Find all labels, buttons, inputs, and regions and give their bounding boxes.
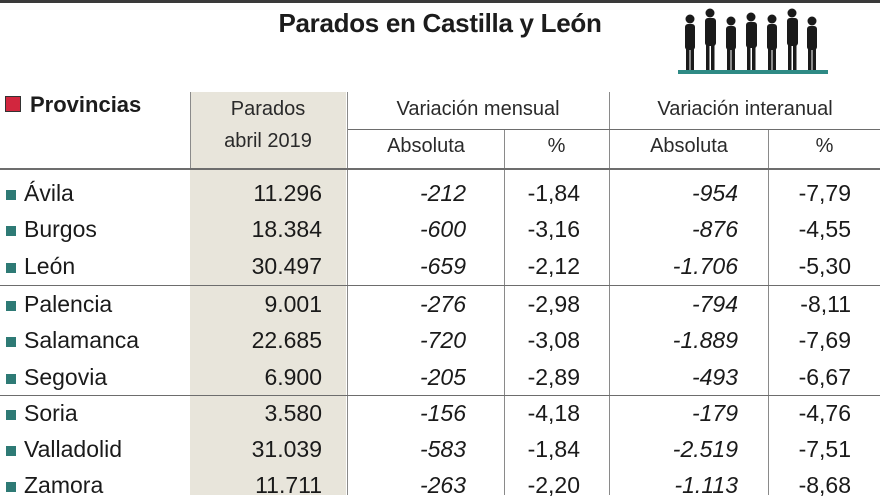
cell-mensual-pct: -2,12 — [527, 253, 580, 279]
cell-mensual-absoluta: -156 — [419, 400, 466, 426]
cell-interanual-pct: -5,30 — [798, 253, 851, 279]
cell-interanual-pct: -4,55 — [798, 216, 851, 242]
header-parados-line1: Parados — [230, 98, 306, 120]
cell-parados: 31.039 — [251, 436, 322, 462]
cell-parados: 30.497 — [251, 253, 322, 279]
cell-mensual-absoluta: -276 — [419, 291, 466, 317]
cell-interanual-absoluta: -179 — [691, 400, 738, 426]
cell-parados: 18.384 — [251, 216, 322, 242]
cell-interanual-pct: -7,51 — [798, 436, 851, 462]
cell-interanual-pct: -8,68 — [798, 472, 851, 498]
header-variacion-interanual: Variación interanual — [657, 98, 833, 120]
cell-parados: 11.296 — [253, 180, 322, 206]
queue-of-people-icon — [678, 8, 828, 74]
cell-provincia: León — [24, 253, 76, 279]
cell-interanual-pct: -8,11 — [800, 291, 851, 317]
header-parados-line2: abril 2019 — [224, 130, 312, 152]
row-bullet-icon — [6, 301, 16, 311]
header-divider — [190, 92, 191, 168]
cell-mensual-absoluta: -205 — [419, 364, 466, 390]
cell-parados: 3.580 — [264, 400, 322, 426]
cell-parados: 11.711 — [255, 472, 322, 498]
parados-column-highlight — [190, 92, 346, 495]
cell-provincia: Ávila — [24, 180, 74, 206]
row-bullet-icon — [6, 374, 16, 384]
cell-interanual-absoluta: -794 — [691, 291, 738, 317]
header-provincias: Provincias — [30, 92, 142, 117]
cell-provincia: Segovia — [24, 364, 108, 390]
cell-interanual-absoluta: -493 — [691, 364, 738, 390]
row-bullet-icon — [6, 410, 16, 420]
cell-mensual-absoluta: -720 — [419, 327, 466, 353]
chart-title: Parados en Castilla y León — [278, 8, 602, 38]
cell-mensual-pct: -2,89 — [527, 364, 580, 390]
cell-mensual-pct: -1,84 — [527, 180, 580, 206]
cell-interanual-absoluta: -2.519 — [672, 436, 738, 462]
column-divider — [347, 92, 348, 495]
cell-provincia: Zamora — [24, 472, 104, 498]
header-interanual-pct: % — [815, 135, 834, 157]
cell-interanual-absoluta: -876 — [691, 216, 738, 242]
cell-mensual-pct: -2,20 — [527, 472, 580, 498]
group-divider-rule — [0, 285, 880, 286]
row-bullet-icon — [6, 446, 16, 456]
column-divider — [768, 130, 769, 495]
header-mensual-absoluta: Absoluta — [387, 135, 465, 157]
cell-mensual-pct: -2,98 — [527, 291, 580, 317]
cell-provincia: Soria — [24, 400, 78, 426]
cell-provincia: Palencia — [24, 291, 113, 317]
cell-mensual-pct: -4,18 — [527, 400, 580, 426]
cell-interanual-absoluta: -1.706 — [672, 253, 738, 279]
row-bullet-icon — [6, 337, 16, 347]
cell-interanual-absoluta: -954 — [691, 180, 738, 206]
cell-parados: 22.685 — [251, 327, 322, 353]
header-variacion-mensual: Variación mensual — [396, 98, 560, 120]
cell-provincia: Salamanca — [24, 327, 140, 353]
cell-parados: 9.001 — [264, 291, 322, 317]
cell-mensual-absoluta: -583 — [419, 436, 466, 462]
cell-mensual-pct: -3,16 — [527, 216, 580, 242]
row-bullet-icon — [6, 226, 16, 236]
legend-square-icon — [5, 96, 21, 112]
cell-mensual-absoluta: -659 — [419, 253, 466, 279]
cell-provincia: Valladolid — [24, 436, 123, 462]
cell-interanual-absoluta: -1.889 — [672, 327, 738, 353]
cell-mensual-absoluta: -600 — [419, 216, 466, 242]
cell-parados: 6.900 — [264, 364, 322, 390]
cell-interanual-pct: -7,69 — [798, 327, 851, 353]
column-divider — [504, 130, 505, 495]
cell-interanual-absoluta: -1.113 — [674, 472, 738, 498]
header-bottom-rule — [0, 168, 880, 170]
header-interanual-absoluta: Absoluta — [650, 135, 728, 157]
header-mensual-pct: % — [547, 135, 566, 157]
cell-provincia: Burgos — [24, 216, 97, 242]
group-divider-rule — [0, 395, 880, 396]
row-bullet-icon — [6, 482, 16, 492]
subheader-rule — [348, 129, 880, 130]
cell-mensual-absoluta: -212 — [419, 180, 466, 206]
cell-interanual-pct: -6,67 — [798, 364, 851, 390]
column-divider — [609, 92, 610, 495]
cell-mensual-absoluta: -263 — [419, 472, 466, 498]
top-rule — [0, 0, 880, 3]
row-bullet-icon — [6, 190, 16, 200]
cell-mensual-pct: -3,08 — [527, 327, 580, 353]
cell-interanual-pct: -4,76 — [798, 400, 851, 426]
cell-interanual-pct: -7,79 — [798, 180, 851, 206]
row-bullet-icon — [6, 263, 16, 273]
cell-mensual-pct: -1,84 — [527, 436, 580, 462]
